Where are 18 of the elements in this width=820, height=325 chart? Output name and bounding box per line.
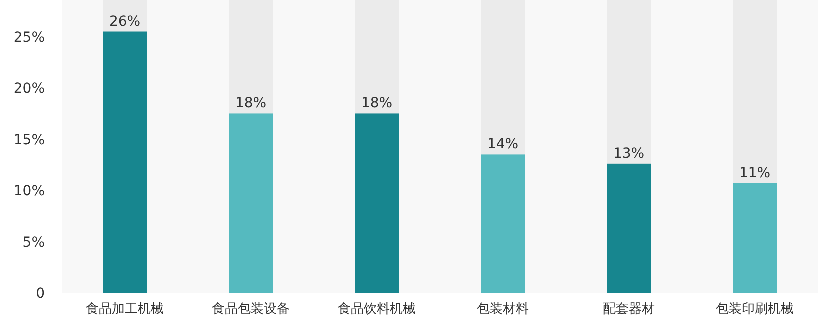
y-tick-label: 0 <box>36 286 45 302</box>
x-tick-label: 食品包装设备 <box>212 302 290 317</box>
x-tick-label: 配套器材 <box>603 302 655 317</box>
y-tick-label: 25% <box>14 30 45 46</box>
y-tick-label: 20% <box>14 81 45 98</box>
x-tick-label: 食品饮料机械 <box>338 302 416 317</box>
x-tick-label: 包装材料 <box>477 302 529 317</box>
y-tick-label: 5% <box>22 234 45 251</box>
data-label: 13% <box>613 146 645 162</box>
x-tick-label: 食品加工机械 <box>86 302 164 317</box>
y-tick-label: 15% <box>14 132 45 148</box>
data-label: 11% <box>739 165 771 182</box>
data-label: 14% <box>487 136 519 153</box>
data-label: 18% <box>361 96 393 112</box>
data-label: 26% <box>109 14 141 30</box>
y-tick-label: 10% <box>14 184 45 200</box>
x-tick-label: 包装印刷机械 <box>716 302 794 317</box>
data-label: 18% <box>235 96 267 112</box>
